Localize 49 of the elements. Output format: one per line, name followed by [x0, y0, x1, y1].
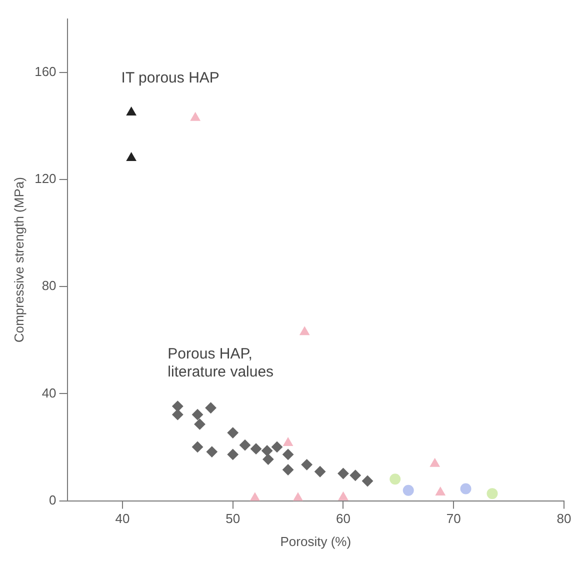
- x-tick-label: 50: [226, 511, 240, 526]
- point: [338, 492, 348, 500]
- y-tick-label: 80: [42, 278, 56, 294]
- point: [282, 448, 294, 460]
- point: [240, 440, 250, 451]
- point: [283, 437, 293, 446]
- y-axis-title: Compressive strength (MPa): [11, 177, 26, 343]
- x-tick-label: 80: [556, 511, 572, 526]
- y-tick-label: 160: [34, 64, 56, 79]
- point: [172, 409, 184, 420]
- point: [300, 326, 310, 336]
- y-tick-label: 0: [49, 492, 56, 508]
- x-tick-label: 70: [446, 511, 461, 526]
- point: [430, 458, 440, 467]
- point: [402, 484, 414, 496]
- point: [227, 448, 238, 460]
- point: [390, 474, 401, 485]
- point: [293, 492, 303, 501]
- x-tick-label: 60: [336, 511, 350, 526]
- x-tick-label: 40: [115, 511, 130, 526]
- point: [314, 466, 326, 478]
- x-axis-title: Porosity (%): [280, 534, 352, 549]
- point: [282, 464, 294, 476]
- point: [192, 409, 204, 420]
- point: [460, 483, 472, 494]
- point: [338, 468, 349, 479]
- point: [192, 441, 204, 452]
- point: [362, 475, 374, 486]
- point: [126, 152, 136, 162]
- point: [194, 418, 206, 430]
- y-tick-label: 120: [34, 171, 56, 186]
- point: [436, 487, 446, 496]
- series-label: IT porous HAP: [121, 70, 220, 87]
- point: [205, 402, 216, 414]
- point: [126, 107, 136, 116]
- point: [250, 443, 262, 454]
- point: [262, 454, 274, 465]
- point: [262, 445, 273, 456]
- point: [190, 112, 200, 121]
- point: [350, 470, 361, 481]
- point: [206, 446, 218, 458]
- point: [301, 459, 312, 470]
- y-tick-label: 40: [42, 385, 56, 400]
- series-label: Porous HAP, literature values: [168, 345, 274, 380]
- point: [227, 427, 238, 438]
- point: [172, 400, 184, 412]
- point: [486, 488, 498, 500]
- point: [272, 441, 283, 452]
- point: [250, 492, 260, 501]
